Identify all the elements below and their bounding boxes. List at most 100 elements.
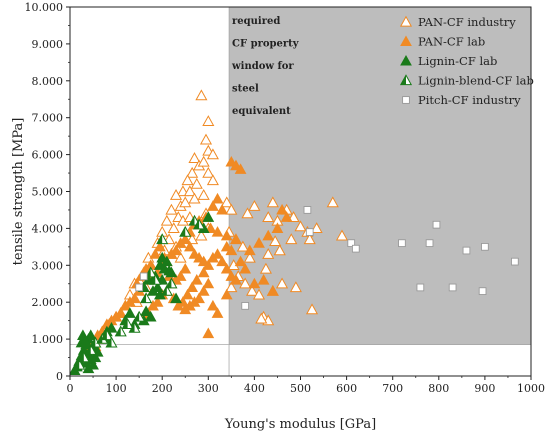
- series-group: [70, 211, 215, 376]
- data-point: [211, 248, 224, 259]
- x-tick-label: 400: [244, 382, 265, 395]
- data-point: [220, 240, 233, 252]
- x-tick-label: 1000: [517, 382, 545, 395]
- data-point: [276, 277, 289, 289]
- data-point: [303, 233, 316, 245]
- series-group: [73, 214, 206, 370]
- data-point: [239, 277, 252, 289]
- data-point: [252, 288, 266, 300]
- data-point: [190, 177, 203, 189]
- data-point: [241, 207, 254, 219]
- data-point: [174, 251, 187, 263]
- y-tick-label: 10.000: [25, 1, 64, 14]
- data-point-half-fill: [101, 330, 107, 340]
- data-point: [400, 35, 412, 47]
- data-point: [167, 222, 180, 234]
- data-point: [82, 362, 95, 374]
- data-point-half-fill: [193, 219, 200, 229]
- data-point-half-fill: [140, 293, 147, 303]
- data-point: [248, 200, 261, 211]
- y-tick-label: 8.000: [32, 75, 64, 88]
- data-point: [139, 272, 148, 281]
- data-point: [206, 174, 219, 186]
- data-point: [144, 310, 157, 322]
- property-window-label-line: steel: [232, 84, 259, 95]
- data-point: [169, 188, 183, 200]
- data-point: [294, 220, 307, 232]
- property-window-label-line: required: [232, 16, 280, 27]
- legend-label: PAN-CF industry: [418, 15, 516, 29]
- data-point: [351, 244, 360, 253]
- x-axis-title: Young's modulus [GPa]: [224, 417, 376, 432]
- data-point-half-fill: [133, 311, 140, 322]
- data-point: [211, 307, 224, 318]
- data-point: [257, 274, 270, 285]
- data-point: [181, 174, 194, 186]
- data-point: [276, 203, 288, 215]
- data-point: [303, 206, 312, 214]
- data-point: [154, 259, 166, 270]
- data-point: [220, 229, 233, 241]
- data-point-half-fill: [180, 226, 186, 237]
- data-point: [156, 251, 169, 263]
- data-point: [186, 281, 199, 293]
- data-point-half-fill: [74, 359, 80, 370]
- data-point: [202, 115, 215, 127]
- y-tick-label: 1.000: [32, 333, 64, 346]
- data-point: [179, 196, 192, 208]
- data-point: [140, 305, 152, 316]
- data-point: [305, 303, 319, 315]
- series-group: [84, 155, 293, 352]
- data-point: [225, 203, 238, 215]
- y-tick-label: 9.000: [32, 38, 64, 51]
- legend-item: PAN-CF lab: [400, 35, 485, 49]
- data-point: [216, 203, 229, 215]
- data-point: [154, 240, 166, 252]
- data-point: [195, 229, 208, 241]
- data-point: [197, 285, 210, 296]
- x-tick-label: 900: [474, 382, 495, 395]
- data-point: [188, 192, 201, 204]
- data-point: [207, 200, 219, 211]
- data-point-half-fill: [189, 215, 195, 226]
- data-point: [399, 15, 413, 27]
- data-point: [147, 299, 159, 311]
- x-tick-label: 500: [290, 382, 311, 395]
- data-point-half-fill: [78, 352, 84, 362]
- data-point: [478, 287, 487, 295]
- data-point: [234, 163, 247, 174]
- data-point: [105, 322, 118, 333]
- data-point: [186, 166, 199, 178]
- data-point: [202, 327, 215, 339]
- data-point: [220, 262, 233, 274]
- data-point: [207, 299, 219, 311]
- data-point: [347, 239, 356, 248]
- data-point-half-fill: [106, 337, 112, 347]
- data-point: [230, 233, 242, 245]
- property-window-label-line: window for: [231, 61, 294, 72]
- data-point: [432, 220, 441, 229]
- data-point-half-fill: [97, 333, 103, 344]
- data-point: [305, 228, 314, 236]
- legend-label: Lignin-CF lab: [418, 54, 497, 68]
- data-point: [151, 281, 164, 293]
- data-points: [70, 89, 519, 376]
- data-point: [225, 281, 238, 293]
- y-tick-label: 2.000: [32, 296, 64, 309]
- data-point: [179, 262, 192, 274]
- data-point: [197, 188, 210, 200]
- data-point: [269, 235, 282, 246]
- legend-item: Lignin-CF lab: [400, 54, 497, 68]
- data-point-half-fill: [150, 274, 156, 285]
- data-point: [310, 222, 323, 234]
- data-point: [273, 244, 286, 256]
- legend-item: PAN-CF industry: [399, 15, 516, 29]
- data-point: [119, 299, 132, 311]
- data-point: [398, 239, 406, 248]
- data-point-half-fill: [166, 278, 172, 288]
- x-tick-label: 0: [67, 382, 74, 395]
- data-point: [402, 96, 410, 104]
- data-point: [285, 233, 298, 245]
